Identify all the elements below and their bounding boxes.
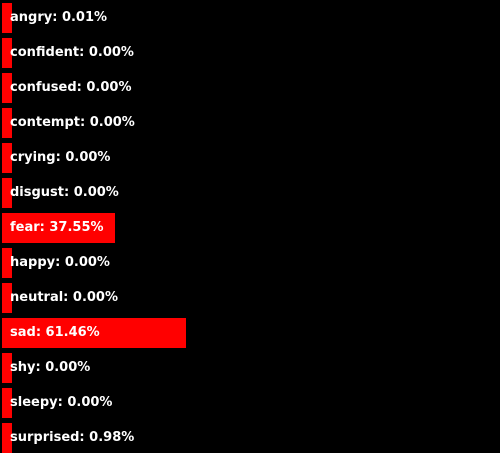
bar-disgust <box>2 178 12 208</box>
bar-label-disgust: disgust: 0.00% <box>10 185 119 200</box>
bar-label-confident: confident: 0.00% <box>10 45 134 60</box>
bar-label-sleepy: sleepy: 0.00% <box>10 395 113 410</box>
bar-confident <box>2 38 12 68</box>
bar-label-fear: fear: 37.55% <box>10 220 104 235</box>
bar-surprised <box>2 423 12 453</box>
bar-label-happy: happy: 0.00% <box>10 255 110 270</box>
bar-label-crying: crying: 0.00% <box>10 150 111 165</box>
bar-crying <box>2 143 12 173</box>
bar-label-sad: sad: 61.46% <box>10 325 100 340</box>
bar-sleepy <box>2 388 12 418</box>
bar-sad <box>2 318 187 348</box>
bar-contempt <box>2 108 12 138</box>
bar-label-contempt: contempt: 0.00% <box>10 115 135 130</box>
bar-angry <box>2 3 12 33</box>
bar-happy <box>2 248 12 278</box>
bar-fear <box>2 213 115 243</box>
bar-label-angry: angry: 0.01% <box>10 10 108 25</box>
bar-confused <box>2 73 12 103</box>
bar-neutral <box>2 283 12 313</box>
bar-label-confused: confused: 0.00% <box>10 80 132 95</box>
bar-label-surprised: surprised: 0.98% <box>10 430 135 445</box>
bar-label-shy: shy: 0.00% <box>10 360 91 375</box>
bar-label-neutral: neutral: 0.00% <box>10 290 119 305</box>
bar-shy <box>2 353 12 383</box>
